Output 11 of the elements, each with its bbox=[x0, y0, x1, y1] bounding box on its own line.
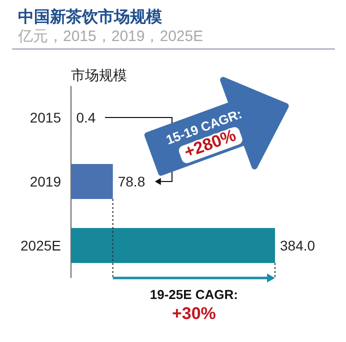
text: 19-25E CAGR: bbox=[150, 287, 238, 302]
text: +30% bbox=[172, 304, 216, 323]
y-axis-title: 市场规模 bbox=[71, 67, 127, 83]
y-tick-label: 2025E bbox=[20, 238, 61, 254]
data-label: 78.8 bbox=[118, 174, 146, 190]
data-label: 384.0 bbox=[280, 238, 316, 254]
chart-subtitle: 亿元，2015，2019，2025E bbox=[17, 28, 204, 45]
y-tick-label: 2019 bbox=[30, 174, 62, 190]
chart-title: 中国新茶饮市场规模 bbox=[18, 8, 162, 26]
y-tick-label: 2015 bbox=[30, 110, 62, 126]
data-label: 0.4 bbox=[76, 110, 96, 126]
